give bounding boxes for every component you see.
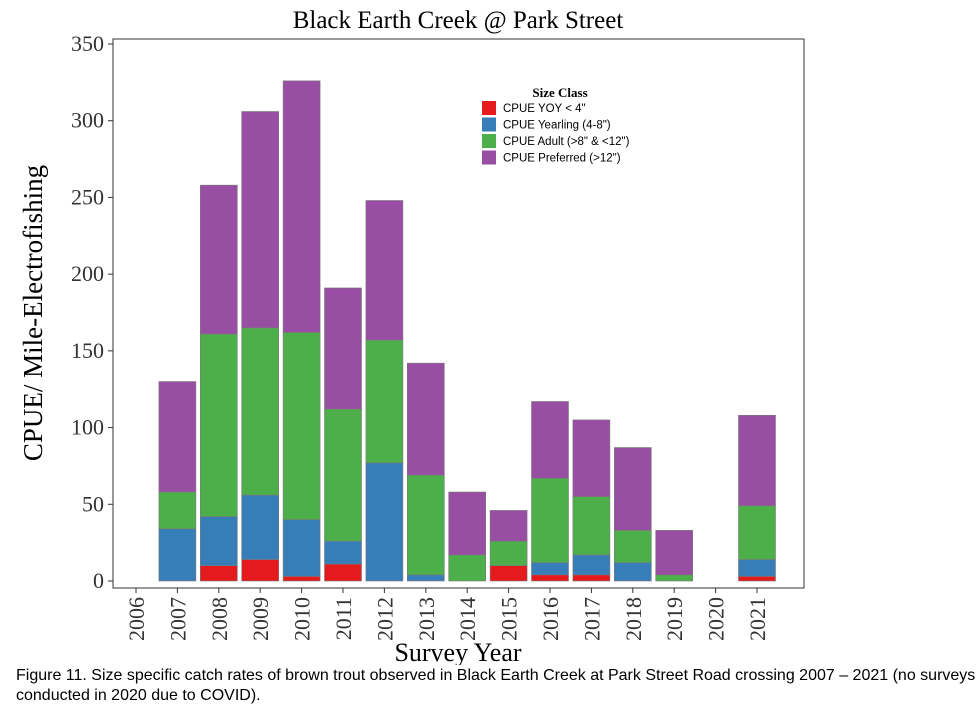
bar-segment-2021-s2 — [738, 505, 776, 560]
bar-segment-2015-s0 — [489, 565, 528, 582]
bar-segment-2008-s0 — [200, 565, 238, 582]
y-axis: 0 50 100 150 200 250 300 350 — [71, 31, 113, 593]
x-axis-label: Survey Year — [394, 638, 521, 665]
bar-segment-2021-s3 — [738, 414, 776, 507]
bar-segment-2018-s2 — [613, 530, 652, 563]
y-tick-label: 150 — [71, 338, 104, 363]
bar-segment-2016-s3 — [531, 401, 569, 479]
y-tick-label: 350 — [71, 31, 104, 56]
plot-area — [112, 38, 805, 589]
x-tick-label: 2021 — [745, 597, 770, 641]
bar-segment-2019-s3 — [655, 530, 694, 576]
bar-segment-2017-s1 — [572, 554, 611, 576]
bar-segment-2013-s3 — [406, 362, 445, 476]
bar-segment-2009-s1 — [241, 494, 279, 560]
legend-label: CPUE Yearling (4-8") — [503, 120, 611, 132]
bar-segment-2010-s2 — [282, 332, 321, 520]
x-tick-label: 2007 — [165, 597, 190, 641]
bar-segment-2017-s2 — [572, 496, 611, 556]
bar-segment-2008-s2 — [200, 333, 238, 517]
y-tick-label: 50 — [82, 491, 104, 516]
x-tick-label: 2013 — [414, 597, 439, 641]
x-tick-label: 2008 — [207, 597, 232, 641]
bar-segment-2018-s3 — [613, 447, 652, 531]
x-tick-label: 2006 — [124, 597, 149, 641]
figure-caption: Figure 11. Size specific catch rates of … — [16, 667, 976, 704]
bar-segment-2019-s2 — [655, 574, 694, 582]
x-tick-label: 2011 — [331, 597, 356, 640]
bar-segment-2011-s1 — [324, 540, 362, 565]
bar-segment-2009-s0 — [241, 559, 279, 582]
y-tick-label: 0 — [93, 568, 104, 593]
bar-segment-2010-s3 — [282, 80, 321, 333]
bar-segment-2011-s0 — [324, 563, 362, 582]
legend-swatch — [482, 134, 496, 148]
bar-segment-2013-s1 — [406, 574, 445, 582]
x-tick-label: 2010 — [290, 597, 315, 641]
legend-label: CPUE Adult (>8" & <12") — [503, 136, 630, 148]
bar-segment-2007-s2 — [158, 491, 197, 530]
y-axis-label: CPUE/ Mile-Electrofishing — [18, 165, 48, 461]
x-tick-label: 2016 — [538, 597, 563, 641]
legend-swatch — [482, 150, 496, 165]
y-tick-label: 250 — [71, 184, 104, 209]
bar-segment-2011-s2 — [324, 408, 362, 542]
bar-segment-2018-s1 — [613, 562, 652, 582]
legend: Size Class CPUE YOY < 4" CPUE Yearling (4… — [482, 85, 630, 165]
bars-group — [158, 80, 776, 582]
bar-segment-2012-s2 — [365, 339, 404, 464]
bar-segment-2021-s0 — [738, 576, 776, 582]
bar-segment-2016-s1 — [531, 562, 569, 576]
bar-segment-2017-s3 — [572, 419, 611, 497]
bar-segment-2008-s1 — [200, 516, 238, 566]
bar-segment-2007-s3 — [158, 381, 197, 493]
bar-segment-2016-s2 — [531, 477, 569, 563]
bar-segment-2010-s1 — [282, 519, 321, 577]
bar-segment-2021-s1 — [738, 559, 776, 577]
chart-title: Black Earth Creek @ Park Street — [293, 7, 624, 34]
y-tick-label: 300 — [71, 108, 104, 133]
bar-segment-2016-s0 — [531, 574, 569, 582]
bar-segment-2015-s3 — [489, 510, 528, 542]
bar-segment-2015-s2 — [489, 540, 528, 566]
x-tick-label: 2020 — [704, 597, 729, 641]
bar-segment-2010-s0 — [282, 576, 321, 582]
y-tick-label: 200 — [71, 261, 104, 286]
x-tick-label: 2012 — [372, 597, 397, 641]
x-tick-label: 2014 — [455, 597, 480, 641]
x-axis: 2006 2007 2008 2009 2010 2011 2012 2013 2014 2015… — [124, 588, 770, 641]
bar-segment-2009-s3 — [241, 111, 279, 329]
bar-segment-2013-s2 — [406, 474, 445, 576]
bar-segment-2009-s2 — [241, 327, 279, 496]
bar-segment-2014-s3 — [448, 491, 487, 556]
x-tick-label: 2015 — [497, 597, 522, 641]
bar-segment-2007-s1 — [158, 528, 197, 582]
x-tick-label: 2017 — [579, 597, 604, 641]
x-tick-label: 2009 — [248, 597, 273, 641]
x-tick-label: 2018 — [621, 597, 646, 641]
bar-segment-2017-s0 — [572, 574, 611, 582]
legend-label: CPUE Preferred (>12") — [503, 153, 621, 165]
bar-segment-2014-s2 — [448, 554, 487, 582]
legend-title: Size Class — [532, 85, 587, 100]
bar-segment-2012-s1 — [365, 462, 404, 582]
y-tick-label: 100 — [71, 415, 104, 440]
bar-segment-2012-s3 — [365, 200, 404, 341]
legend-swatch — [482, 117, 496, 132]
x-tick-label: 2019 — [662, 597, 687, 641]
stacked-bar-chart: Black Earth Creek @ Park Street 0 50 100 15… — [18, 7, 805, 665]
legend-label: CPUE YOY < 4" — [503, 103, 586, 115]
legend-swatch — [482, 101, 496, 115]
bar-segment-2011-s3 — [324, 287, 362, 410]
bar-segment-2008-s3 — [200, 184, 238, 335]
